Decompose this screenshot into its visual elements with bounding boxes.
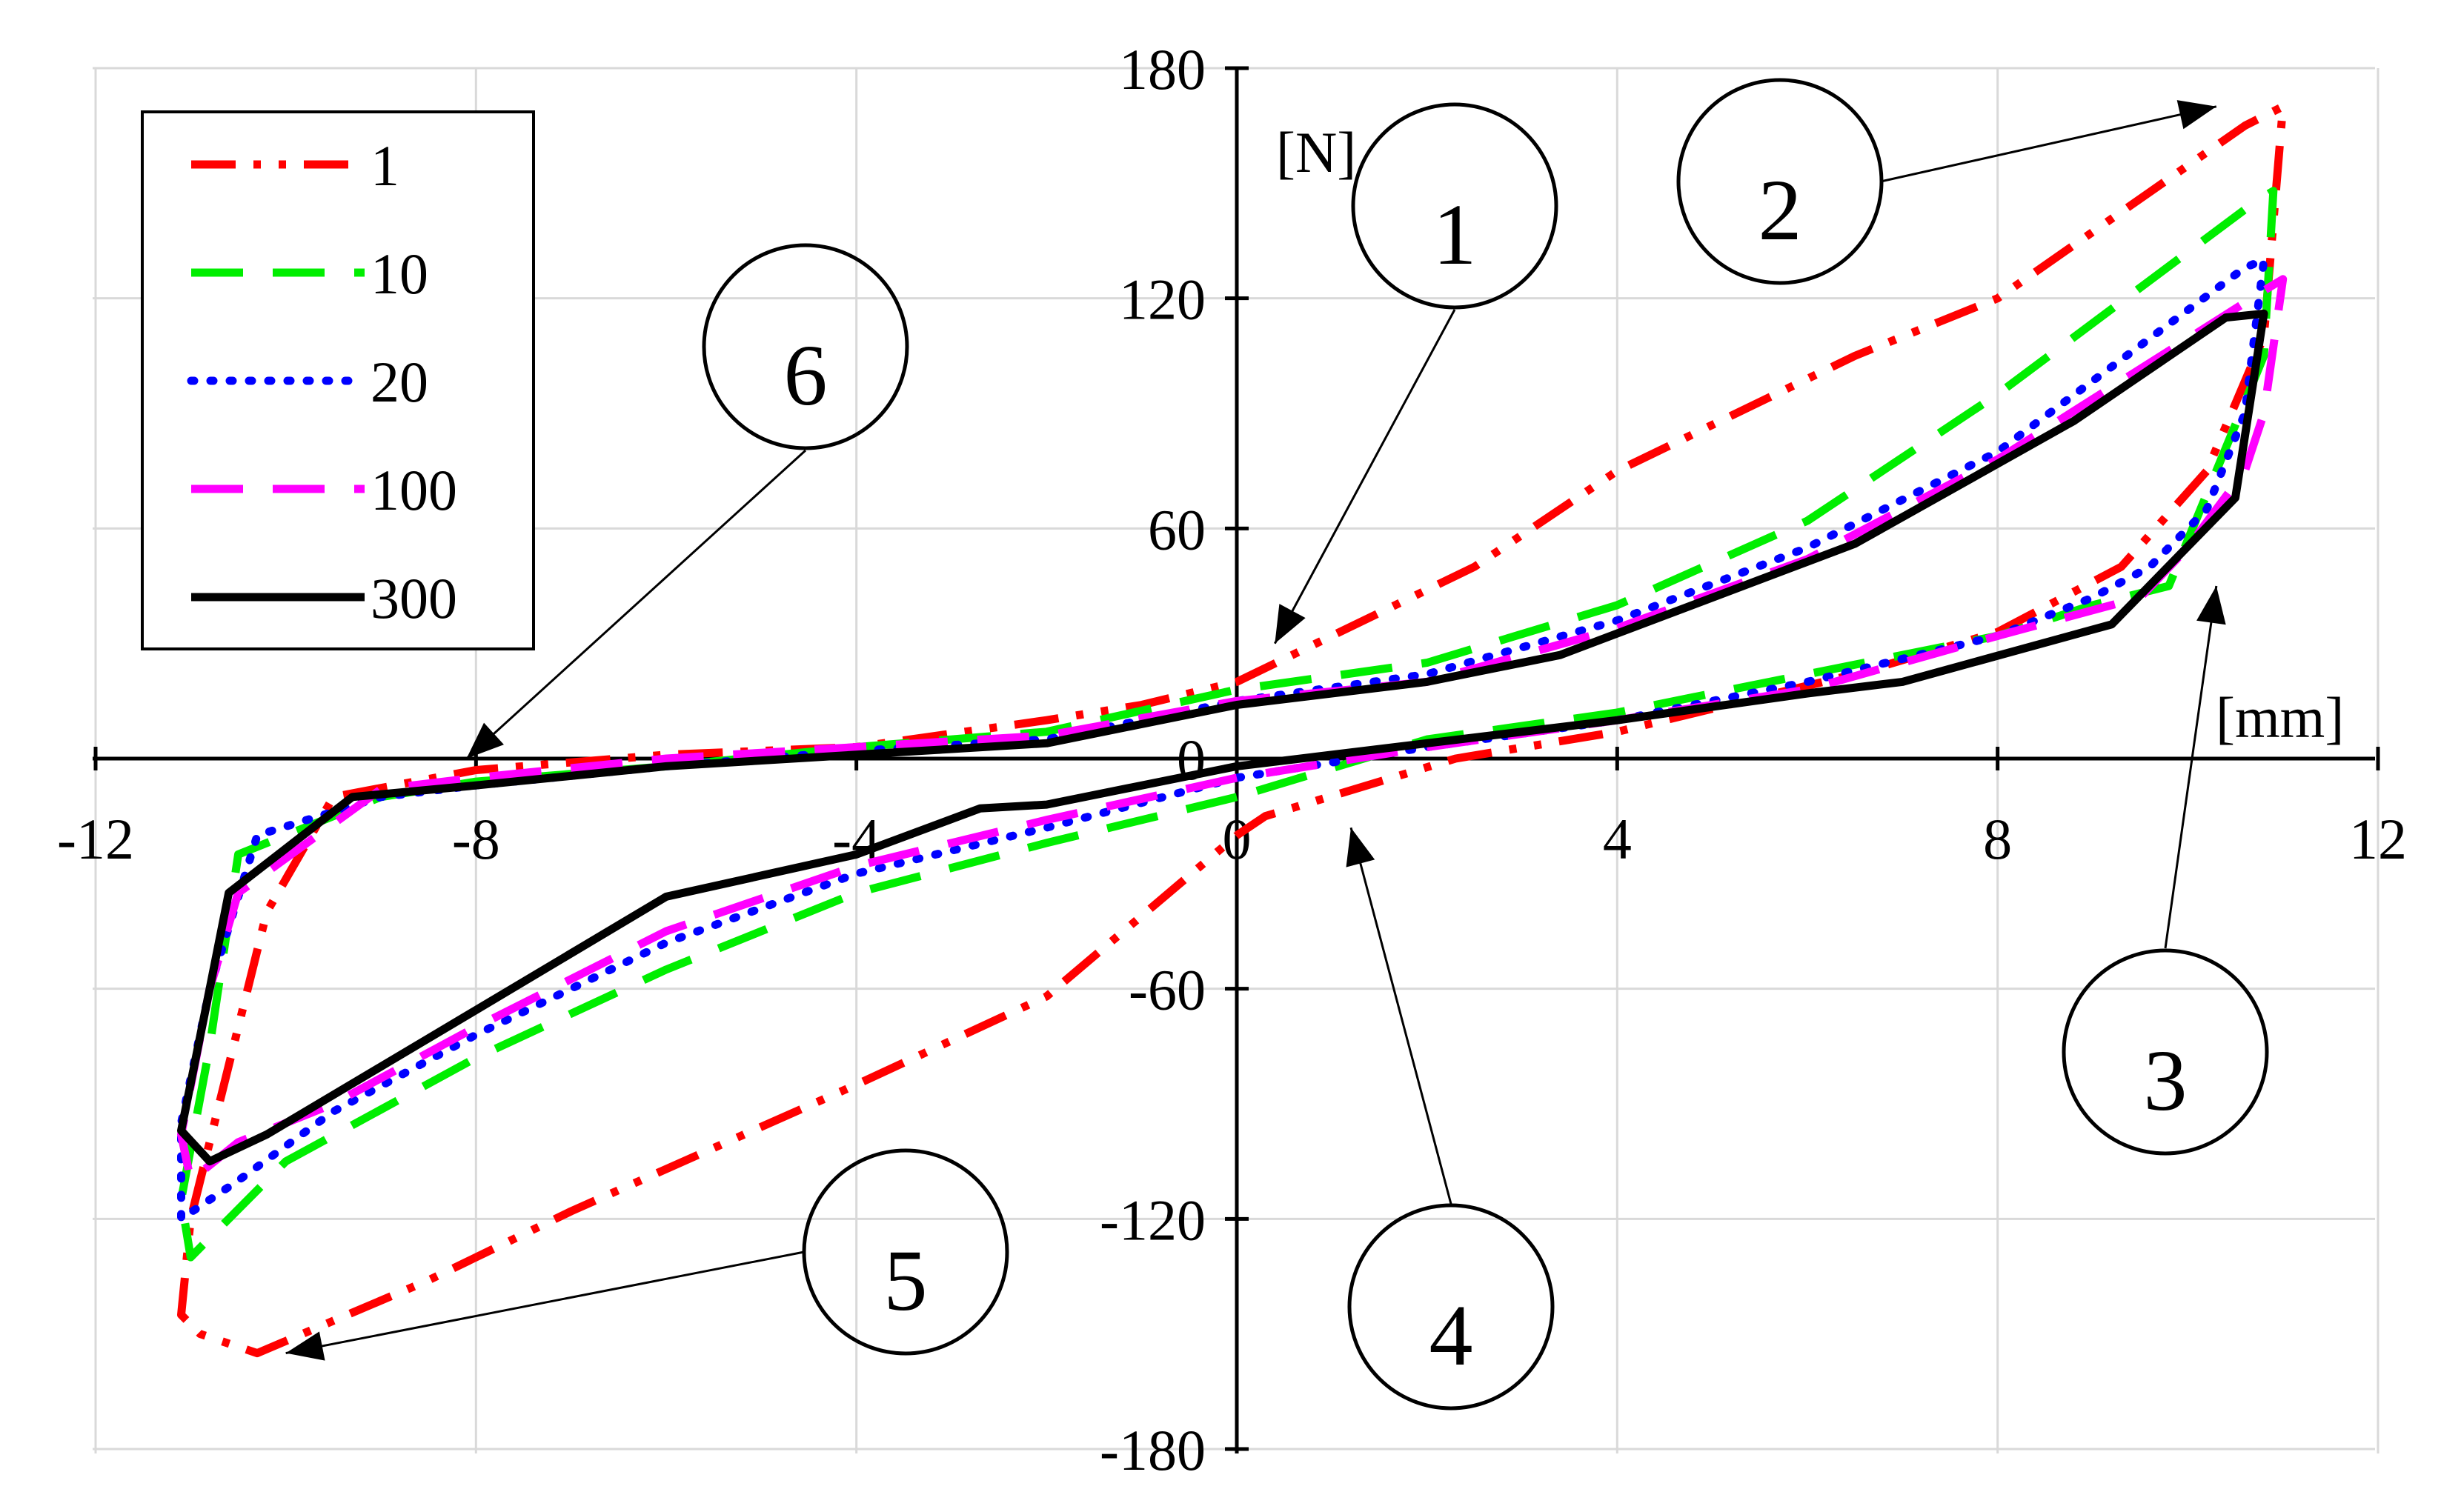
callout-arrow-line-4 <box>1349 827 1452 1205</box>
legend-label-20: 20 <box>371 350 428 414</box>
callout-arrowhead-2 <box>2176 100 2216 130</box>
callout-label-5: 5 <box>884 1232 928 1329</box>
callout-circle-3 <box>2062 948 2269 1156</box>
callout-arrowhead-5 <box>285 1331 325 1361</box>
callout-label-1: 1 <box>1433 186 1477 283</box>
x-unit-label: [mm] <box>2216 685 2344 750</box>
legend: 1 10 20 100 300 <box>141 110 535 650</box>
x-tick-label: -8 <box>452 807 500 871</box>
callout-arrowhead-6 <box>466 722 504 759</box>
callout-label-3: 3 <box>2144 1032 2188 1129</box>
series-line-1 <box>177 102 2288 1358</box>
series-line-10 <box>177 187 2278 1262</box>
series-lines <box>177 102 2288 1358</box>
y-unit-label: [N] <box>1276 120 1356 184</box>
y-tick-label: 60 <box>1148 497 1206 562</box>
callout-arrowhead-1 <box>1275 604 1306 644</box>
callout-arrowhead-3 <box>2196 586 2226 625</box>
callout-circle-4 <box>1347 1203 1555 1411</box>
legend-box <box>141 110 535 650</box>
series-line-300 <box>177 309 2268 1166</box>
callout-label-4: 4 <box>1429 1287 1473 1384</box>
callout-arrow-line-3 <box>2164 585 2218 949</box>
callout-label-6: 6 <box>784 327 828 424</box>
callout-arrow-line-6 <box>465 449 807 760</box>
x-tick-label: 8 <box>1983 807 2012 871</box>
callout-arrow-line-2 <box>1880 105 2217 183</box>
legend-label-1: 1 <box>371 133 399 198</box>
x-tick-label: 12 <box>2349 807 2407 871</box>
legend-label-300: 300 <box>371 566 457 630</box>
legend-label-10: 10 <box>371 242 428 306</box>
y-tick-label: 120 <box>1119 267 1206 332</box>
x-tick-label: 4 <box>1603 807 1632 871</box>
callout-arrow-line-5 <box>285 1250 805 1355</box>
callout-arrow-line-1 <box>1274 309 1456 645</box>
callout-arrowhead-4 <box>1346 827 1375 867</box>
legend-label-100: 100 <box>371 458 457 522</box>
callout-circle-1 <box>1351 102 1558 310</box>
callout-circle-6 <box>702 243 909 450</box>
x-tick-label: -12 <box>57 807 134 871</box>
y-tick-label: -60 <box>1129 958 1206 1022</box>
callout-label-2: 2 <box>1758 161 1802 259</box>
y-tick-label: -180 <box>1100 1418 1206 1482</box>
callouts: 1 2 3 4 5 6 <box>285 78 2269 1411</box>
x-tick-label: 0 <box>1223 807 1252 871</box>
y-tick-label: -120 <box>1100 1188 1206 1252</box>
y-tick-label: 180 <box>1119 37 1206 101</box>
